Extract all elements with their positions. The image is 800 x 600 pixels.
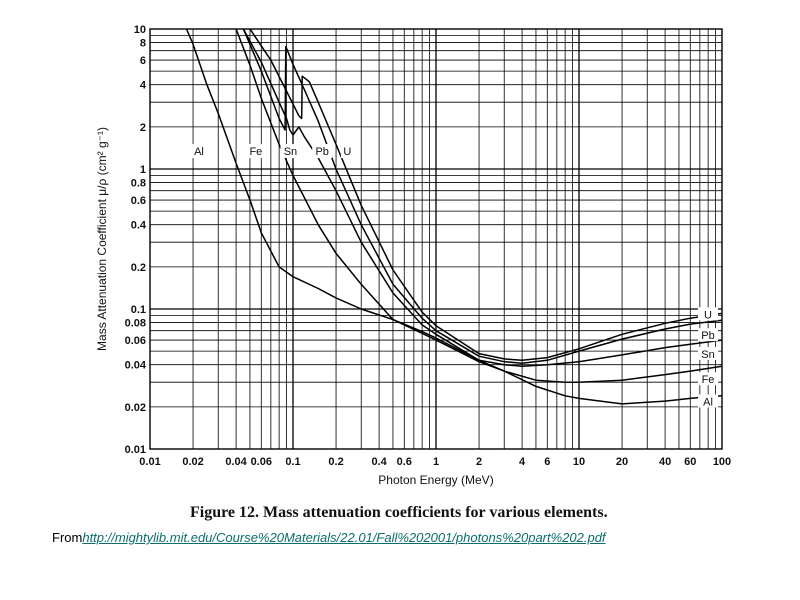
x-tick-label: 40: [659, 456, 671, 468]
x-tick-label: 0.04: [225, 456, 247, 468]
x-tick-label: 0.1: [285, 456, 300, 468]
y-tick-label: 0.4: [131, 220, 147, 232]
y-axis-label: Mass Attenuation Coefficient μ/ρ (cm² g⁻…: [95, 127, 109, 351]
series-sn-end-label: Sn: [701, 349, 714, 361]
x-tick-label: 100: [713, 456, 731, 468]
x-tick-label: 0.6: [397, 456, 412, 468]
y-tick-label: 0.06: [125, 335, 146, 347]
y-tick-label: 0.04: [125, 360, 147, 372]
x-tick-label: 20: [616, 456, 628, 468]
x-tick-label: 0.01: [139, 456, 160, 468]
series-fe-end-label: Fe: [702, 374, 715, 386]
x-tick-label: 60: [684, 456, 696, 468]
series-pb-label: Pb: [315, 146, 328, 158]
y-tick-label: 0.02: [125, 402, 146, 414]
series-end-label-bg: [698, 394, 718, 408]
series-end-label-bg: [698, 328, 718, 342]
y-tick-label: 0.01: [125, 444, 146, 456]
y-tick-label: 6: [140, 55, 146, 67]
x-tick-label: 6: [544, 456, 550, 468]
series-label-bg: [340, 144, 354, 159]
y-tick-label: 8: [140, 38, 146, 50]
y-tick-label: 0.08: [125, 318, 146, 330]
x-axis-label: Photon Energy (MeV): [378, 473, 493, 487]
plot-frame: [149, 28, 723, 450]
y-tick-label: 4: [140, 80, 147, 92]
series-al-label: Al: [194, 146, 204, 158]
y-tick-label: 0.6: [131, 195, 146, 207]
x-tick-label: 0.2: [328, 456, 343, 468]
x-tick-label: 0.4: [371, 456, 387, 468]
series-end-label-bg: [698, 307, 718, 321]
x-tick-label: 4: [519, 456, 526, 468]
series-labels: Al Al Fe Fe Sn Sn Pb Pb U U: [188, 144, 718, 408]
y-tick-label: 2: [140, 122, 146, 134]
y-tick-label: 1: [140, 164, 146, 176]
y-tick-label: 10: [134, 24, 146, 36]
series-u-curve: [249, 29, 722, 362]
series-label-bg: [245, 144, 266, 159]
x-tick-label: 2: [476, 456, 482, 468]
series-u-end-label: U: [704, 309, 712, 321]
series-al-end-label: Al: [703, 396, 713, 408]
source-prefix: From: [52, 530, 83, 545]
series-sn-label: Sn: [284, 146, 297, 158]
tick-labels: 0.01 0.02 0.04 0.06 0.1 0.2 0.4 0.6 1 2 4 6 10 20 40 60…: [125, 24, 732, 468]
x-tick-label: 10: [573, 456, 585, 468]
series-end-label-bg: [698, 346, 718, 360]
y-tick-label: 0.2: [131, 262, 146, 274]
series-sn-curve: [242, 29, 722, 368]
y-tick-label: 0.8: [131, 178, 146, 190]
series-pb-end-label: Pb: [701, 330, 714, 342]
series-u-label: U: [343, 146, 351, 158]
series-label-bg: [280, 144, 301, 159]
x-tick-label: 1: [433, 456, 439, 468]
x-tick-label: 0.02: [182, 456, 203, 468]
series-fe-label: Fe: [249, 146, 262, 158]
figure-caption: Figure 12. Mass attenuation coefficients…: [190, 504, 608, 521]
series-label-bg: [312, 144, 333, 159]
source-line: Fromhttp://mightylib.mit.edu/Course%20Ma…: [52, 530, 606, 545]
series-label-bg: [188, 144, 209, 159]
y-tick-label: 0.1: [131, 304, 146, 316]
series-al-curve: [185, 29, 722, 405]
source-link[interactable]: http://mightylib.mit.edu/Course%20Materi…: [82, 530, 606, 545]
x-tick-label: 0.06: [251, 456, 272, 468]
series-end-label-bg: [698, 372, 718, 386]
